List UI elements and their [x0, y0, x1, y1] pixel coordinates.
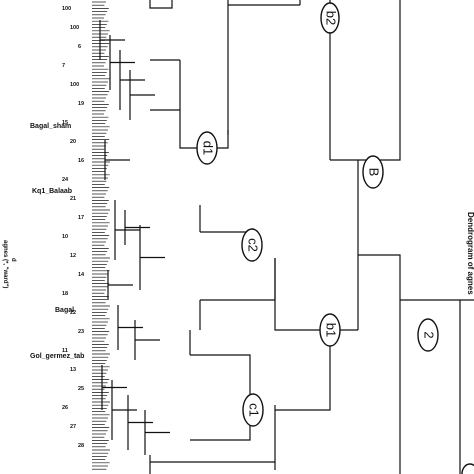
leaf-label: 14: [78, 272, 85, 278]
branch-top-small: [149, 0, 173, 9]
branch-c1-top: [190, 354, 251, 395]
cluster-nodes: b2 d1 B c2 b1 2 c1: [196, 2, 474, 474]
leaf-label: 12: [70, 253, 76, 259]
leaf-lines: [92, 1, 170, 470]
branch-c1-bot: [190, 425, 251, 441]
leaf-label: 18: [62, 291, 68, 297]
leaf-labels: 100 100 6 7 100 19 15 20 16 24 21 17 10 12 14 18 22 23 11 1…: [62, 6, 85, 449]
leaf-label: 15: [62, 120, 68, 126]
leaf-bagal: Bagal: [55, 307, 74, 314]
leaf-label: 22: [70, 310, 76, 316]
node-b1-label: b1: [324, 323, 339, 337]
leaf-label: 16: [78, 158, 84, 164]
leaf-gol-germez: Gol_germez_tab: [30, 353, 84, 360]
leaf-label: 100: [62, 6, 71, 12]
side-title: Dendrogram of agnes: [466, 212, 474, 295]
leaf-label: 6: [78, 44, 81, 50]
node-partial-bottom: [461, 463, 474, 474]
node-b2-label: b2: [324, 11, 339, 25]
node-d1: [196, 131, 218, 165]
leaf-label: 21: [70, 196, 76, 202]
axis-symbol: d: [10, 258, 16, 262]
node-root: [417, 318, 439, 352]
leaf-label: 17: [78, 215, 84, 221]
branch-b1-top: [274, 258, 330, 331]
node-b2: [320, 2, 340, 34]
node-b1: [319, 313, 341, 347]
branch-root-horiz: [358, 254, 401, 300]
branch-b1-vert: [275, 330, 331, 411]
leaf-label: 13: [70, 367, 76, 373]
leaf-label: 24: [62, 177, 69, 183]
side-label: d agnes (*, "ward"): [2, 240, 16, 288]
node-B: [362, 155, 384, 189]
method-label: agnes (*, "ward"): [2, 240, 8, 288]
branch-c2-lower: [200, 258, 276, 301]
node-c1: [242, 393, 264, 427]
leaf-label: 11: [62, 348, 68, 354]
dendrogram-title: Dendrogram of agnes: [466, 212, 474, 295]
leaf-label: 100: [70, 25, 79, 31]
leaf-label: 28: [78, 443, 84, 449]
named-leaves: Bagal_sham Kq1_Balaab Bagal Gol_germez_t…: [30, 123, 84, 360]
leaf-label: 23: [78, 329, 84, 335]
node-B-label: B: [367, 168, 382, 177]
branch-B-horiz: [330, 0, 401, 161]
leaf-label: 27: [70, 424, 76, 430]
leaf-kq1-balaab: Kq1_Balaab: [32, 188, 72, 195]
leaf-bagal-sham: Bagal_sham: [30, 123, 71, 130]
leaf-label: 26: [62, 405, 68, 411]
leaf-label: 25: [78, 386, 84, 392]
dendrogram-branches: [149, 0, 474, 474]
node-root-label: 2: [422, 331, 437, 338]
node-d1-label: d1: [201, 141, 216, 155]
leaf-label: 100: [70, 82, 79, 88]
leaf-label: 19: [78, 101, 84, 107]
node-c2-label: c2: [246, 238, 261, 252]
node-c2: [241, 228, 263, 262]
leaf-label: 10: [62, 234, 68, 240]
leaf-label: 20: [70, 139, 76, 145]
node-c1-label: c1: [247, 403, 262, 417]
leaf-label: 7: [62, 63, 65, 69]
